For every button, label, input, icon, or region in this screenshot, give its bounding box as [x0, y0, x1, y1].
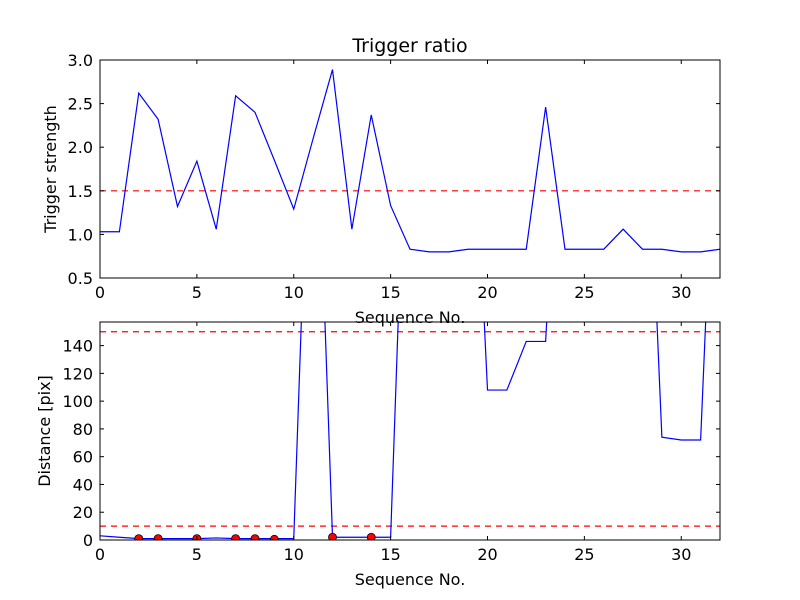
y-tick-label: 20	[73, 503, 93, 522]
chart-title: Trigger ratio	[351, 35, 467, 57]
x-tick-label: 5	[192, 283, 202, 302]
data-point-marker	[269, 534, 279, 540]
axes-frame	[99, 321, 721, 541]
y-tick-label: 1.0	[68, 225, 93, 244]
x-tick-label: 10	[284, 545, 304, 564]
data-point-marker	[134, 534, 144, 540]
x-tick-label: 25	[574, 283, 594, 302]
series-line	[100, 69, 720, 253]
x-tick-label: 15	[380, 545, 400, 564]
x-tick-label: 10	[284, 283, 304, 302]
x-tick-label: 30	[671, 283, 691, 302]
y-tick-label: 2.5	[68, 95, 93, 114]
x-tick-label: 20	[477, 283, 497, 302]
data-point-marker	[328, 532, 337, 540]
y-tick-label: 3.0	[68, 51, 93, 70]
y-axis-label: Distance [pix]	[35, 375, 54, 487]
data-point-marker	[153, 534, 163, 540]
x-tick-label: 0	[95, 545, 105, 564]
y-tick-label: 120	[62, 364, 93, 383]
x-tick-label: 0	[95, 283, 105, 302]
x-tick-label: 15	[380, 283, 400, 302]
data-point-marker	[231, 534, 241, 540]
x-tick-label: 20	[477, 545, 497, 564]
data-layer	[100, 322, 720, 540]
data-point-marker	[250, 534, 260, 540]
x-axis-label: Sequence No.	[355, 570, 466, 589]
y-tick-label: 60	[73, 448, 93, 467]
data-layer	[100, 69, 720, 253]
y-tick-label: 140	[62, 337, 93, 356]
x-tick-label: 25	[574, 545, 594, 564]
distance-plot: 0 5 10 15 20 25 30 0 20 40 60 80 100 120 140 Sequence N…	[35, 321, 721, 589]
y-tick-label: 0	[83, 531, 93, 550]
x-tick-label: 30	[671, 545, 691, 564]
y-tick-label: 0.5	[68, 269, 93, 288]
x-axis-label: Sequence No.	[355, 308, 466, 327]
trigger-ratio-plot: 0 5 10 15 20 25 30 0.5 1.0 1.5 2.0 2.5 3.0 Trigger ra…	[41, 35, 721, 327]
y-tick-label: 1.5	[68, 182, 93, 201]
data-point-marker	[366, 532, 376, 540]
y-tick-label: 100	[62, 392, 93, 411]
y-tick-label: 2.0	[68, 138, 93, 157]
y-axis-label: Trigger strength	[41, 105, 60, 234]
series-line	[100, 322, 707, 540]
y-tick-label: 40	[73, 475, 93, 494]
x-tick-label: 5	[192, 545, 202, 564]
y-tick-label: 80	[73, 420, 93, 439]
axes-frame	[99, 59, 721, 279]
